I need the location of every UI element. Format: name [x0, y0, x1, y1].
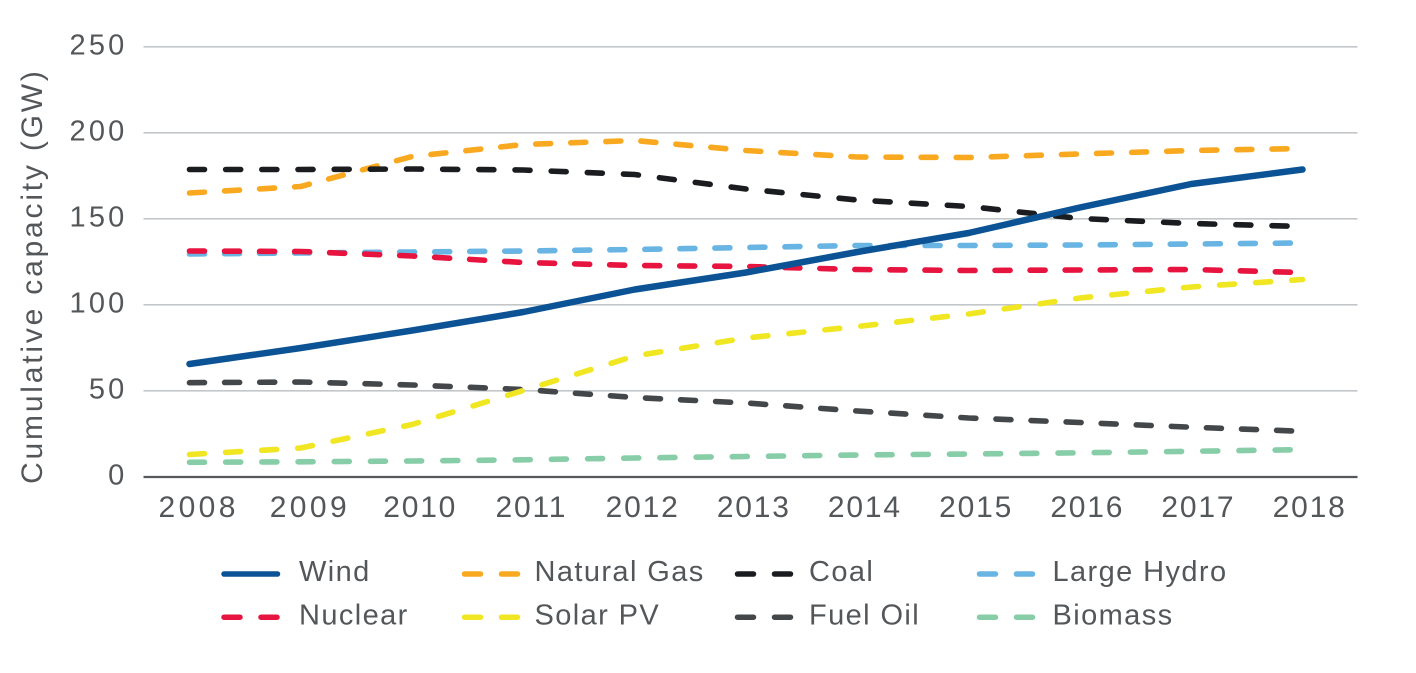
svg-text:Cumulative capacity (GW): Cumulative capacity (GW) — [16, 68, 49, 484]
svg-text:2010: 2010 — [383, 491, 457, 524]
svg-text:2015: 2015 — [939, 491, 1013, 524]
svg-text:2017: 2017 — [1161, 491, 1235, 524]
svg-text:Coal: Coal — [809, 556, 874, 588]
svg-text:Biomass: Biomass — [1053, 599, 1174, 631]
svg-text:250: 250 — [70, 29, 128, 61]
svg-text:Natural Gas: Natural Gas — [535, 556, 705, 588]
svg-text:2009: 2009 — [270, 491, 350, 524]
svg-text:50: 50 — [89, 373, 128, 405]
svg-text:200: 200 — [70, 115, 128, 147]
svg-text:Solar PV: Solar PV — [535, 599, 661, 631]
svg-text:2013: 2013 — [717, 491, 791, 524]
svg-text:2011: 2011 — [496, 491, 568, 524]
svg-text:2018: 2018 — [1273, 491, 1347, 524]
svg-text:Large Hydro: Large Hydro — [1053, 556, 1228, 588]
svg-text:Fuel Oil: Fuel Oil — [809, 599, 920, 631]
svg-text:2008: 2008 — [159, 491, 239, 524]
svg-text:Nuclear: Nuclear — [299, 599, 409, 631]
svg-text:150: 150 — [70, 201, 128, 233]
svg-text:Wind: Wind — [299, 556, 371, 588]
svg-text:100: 100 — [70, 287, 128, 319]
svg-text:0: 0 — [108, 460, 127, 492]
svg-text:2016: 2016 — [1050, 491, 1124, 524]
svg-text:2012: 2012 — [606, 491, 680, 524]
svg-text:2014: 2014 — [828, 491, 902, 524]
